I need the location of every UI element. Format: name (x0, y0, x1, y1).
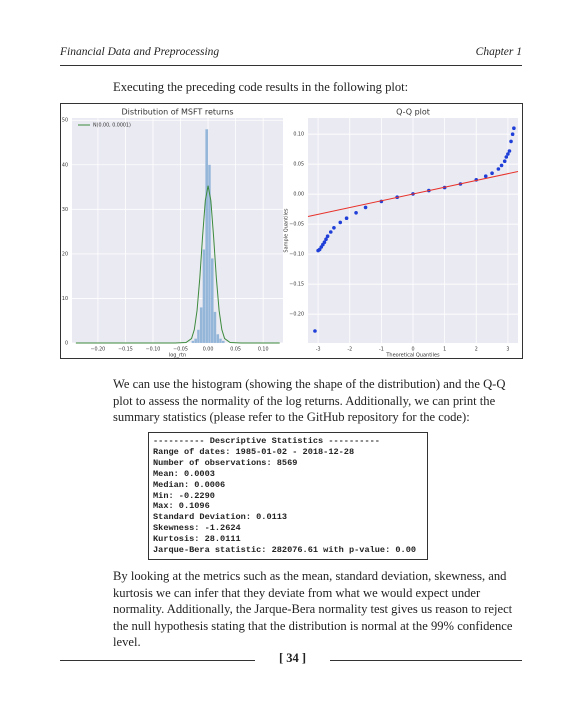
bar (218, 338, 222, 344)
x-axis-label: log_rtn (169, 353, 186, 359)
code-line: Number of observations: 8569 (153, 457, 298, 468)
point (506, 152, 510, 156)
code-line: Kurtosis: 28.0111 (153, 534, 241, 545)
code-line: ---------- Descriptive Statistics ------… (153, 436, 380, 446)
x-tick-label: -3 (316, 347, 321, 353)
point (324, 237, 328, 241)
paragraph: We can use the histogram (showing the sh… (113, 377, 506, 424)
y-tick-label: 40 (62, 162, 68, 168)
point (499, 163, 504, 168)
x-tick-label: -1 (379, 347, 384, 353)
x-tick-label: −0.15 (118, 347, 133, 353)
intro: Executing the preceding code results in … (113, 80, 409, 94)
header-left: Financial Data and Preprocessing (60, 46, 220, 58)
density-curve (75, 185, 280, 344)
point (313, 329, 317, 333)
code-line: Max: 0.1096 (153, 501, 210, 512)
x-tick-label: 0.00 (203, 347, 214, 353)
y-tick-label: 30 (62, 207, 68, 213)
y-tick-label: −0.05 (289, 222, 304, 228)
code-line: Mean: 0.0003 (153, 468, 215, 479)
y-axis-label: Sample Quantiles (284, 208, 290, 252)
y-tick-label: 50 (62, 118, 68, 124)
code-line: Skewness: -1.2624 (153, 523, 241, 534)
point (509, 139, 513, 144)
bar (191, 340, 195, 344)
code-line: Jarque-Bera statistic: 282076.61 with p-… (153, 545, 417, 556)
y-tick-label: −0.10 (289, 252, 304, 258)
bar (207, 164, 211, 344)
y-tick-label: 0 (65, 341, 68, 347)
x-tick-label: -2 (347, 347, 352, 353)
point (354, 211, 358, 215)
point (490, 171, 494, 175)
y-tick-label: 0.05 (293, 162, 304, 168)
header-right: Chapter 1 (475, 46, 522, 58)
point (512, 126, 516, 130)
footer-rule (60, 660, 255, 661)
point (332, 226, 336, 230)
x-tick-label: 0.10 (258, 347, 269, 353)
bar (202, 249, 206, 344)
y-tick-label: −0.15 (289, 282, 304, 288)
point (483, 174, 488, 178)
bar (221, 340, 225, 344)
x-tick-label: −0.20 (91, 347, 106, 353)
bar (194, 338, 198, 344)
y-tick-label: −0.20 (289, 312, 304, 318)
point (510, 132, 515, 136)
bar (196, 329, 200, 344)
legend-label: N(0.00, 0.0001) (93, 123, 131, 129)
point (328, 230, 333, 234)
point (502, 159, 507, 163)
x-tick-label: −0.10 (146, 347, 161, 353)
y-tick-label: 0.10 (293, 132, 304, 138)
y-tick-label: 20 (62, 251, 68, 257)
x-tick-label: 2 (475, 347, 478, 353)
bar (213, 311, 217, 344)
point (322, 240, 327, 244)
figure: Distribution of MSFT returns01020304050−… (60, 103, 523, 359)
point (325, 234, 330, 238)
x-axis-label: Theoretical Quantiles (385, 353, 440, 359)
x-tick-label: 0 (411, 347, 414, 353)
plot-area (72, 118, 283, 343)
x-tick-label: 3 (506, 347, 509, 353)
x-tick-label: 0.05 (230, 347, 241, 353)
point (338, 220, 343, 225)
point (363, 205, 368, 210)
code-line: Median: 0.0006 (153, 479, 226, 490)
page-number: [ 34 ] (278, 651, 307, 665)
chart-title: Distribution of MSFT returns (122, 108, 234, 117)
bar (216, 333, 220, 344)
bar (199, 307, 203, 344)
footer-rule (330, 660, 522, 661)
code-line: Standard Deviation: 0.0113 (153, 512, 288, 523)
code-line: Range of dates: 1985-01-02 - 2018-12-28 (153, 446, 355, 457)
header-rule (60, 65, 522, 66)
point (507, 149, 512, 153)
chart-title: Q-Q plot (396, 108, 430, 117)
paragraph: By looking at the metrics such as the me… (113, 569, 513, 649)
y-tick-label: 10 (62, 296, 68, 302)
x-tick-label: −0.05 (173, 347, 188, 353)
point (496, 167, 501, 171)
point (344, 216, 349, 220)
code-line: Min: -0.2290 (153, 490, 215, 501)
x-tick-label: 1 (443, 347, 446, 353)
reference-line (307, 171, 519, 218)
code-block: ---------- Descriptive Statistics ------… (148, 432, 428, 560)
bar (205, 129, 209, 344)
bar (210, 258, 214, 344)
y-tick-label: 0.00 (293, 192, 304, 198)
point (504, 155, 509, 159)
